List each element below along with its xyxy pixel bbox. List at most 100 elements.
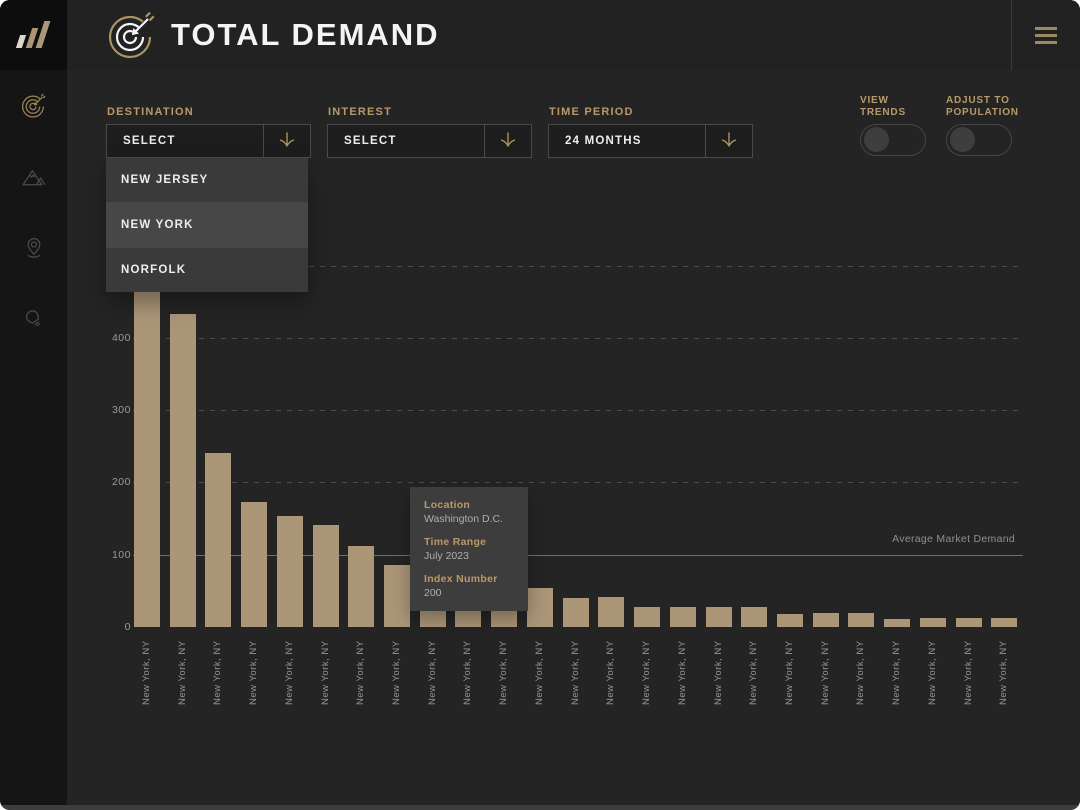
destination-select-value: SELECT (123, 135, 176, 147)
x-axis-label: New York, NY (498, 640, 510, 705)
tooltip-index-value: 200 (424, 587, 442, 599)
bar[interactable] (205, 452, 232, 627)
adjust-population-toggle[interactable] (946, 124, 1012, 156)
y-axis-tick-400: 400 (111, 331, 131, 344)
bar-chart-logo-icon (15, 20, 52, 50)
x-axis-label: New York, NY (998, 640, 1010, 705)
gridline-500 (133, 265, 1023, 267)
time-period-select-value: 24 MONTHS (565, 135, 642, 147)
sidebar-item-total-demand[interactable] (0, 70, 67, 141)
y-axis-tick-300: 300 (111, 404, 131, 417)
bar[interactable] (241, 501, 268, 627)
sidebar-item-insights[interactable] (0, 283, 67, 354)
x-axis-label: New York, NY (283, 640, 295, 705)
destination-label: DESTINATION (107, 106, 194, 118)
x-axis-label: New York, NY (355, 640, 367, 705)
average-line-label: Average Market Demand (892, 532, 1015, 545)
x-axis-label: New York, NY (783, 640, 795, 705)
x-axis-label: New York, NY (319, 640, 331, 705)
gridline-200 (133, 482, 1023, 484)
x-axis-label: New York, NY (641, 640, 653, 705)
view-trends-label: VIEW TRENDS (860, 95, 906, 118)
bar[interactable] (669, 607, 696, 627)
menu-item-new-jersey[interactable]: NEW JERSEY (106, 158, 308, 203)
x-axis-label: New York, NY (391, 640, 403, 705)
menu-item-new-york[interactable]: NEW YORK (106, 203, 308, 248)
menu-button[interactable] (1011, 0, 1080, 70)
x-axis-label: New York, NY (212, 640, 224, 705)
menu-item-norfolk[interactable]: NORFOLK (121, 264, 187, 276)
x-axis-label: New York, NY (855, 640, 867, 705)
location-pin-icon (20, 234, 48, 262)
view-trends-toggle[interactable] (860, 124, 926, 156)
target-logo-icon (105, 9, 157, 61)
toggle-knob (950, 127, 975, 152)
tooltip-time-range-value: July 2023 (424, 550, 469, 562)
chevron-down-icon (484, 125, 531, 157)
gridline-300 (133, 410, 1023, 412)
header: TOTAL DEMAND (67, 0, 1080, 71)
x-axis-label: New York, NY (676, 640, 688, 705)
interest-select[interactable]: SELECT (327, 124, 532, 158)
x-axis-label: New York, NY (819, 640, 831, 705)
y-axis-tick-200: 200 (111, 476, 131, 489)
window-edge-strip (0, 805, 1080, 810)
bar[interactable] (384, 564, 411, 627)
x-axis-label: New York, NY (891, 640, 903, 705)
gridline-400 (133, 337, 1023, 339)
y-axis-tick-0: 0 (124, 621, 131, 633)
chevron-down-icon (705, 125, 752, 157)
x-axis-label: New York, NY (926, 640, 938, 705)
interest-label: INTEREST (328, 106, 392, 118)
mountain-icon (20, 163, 48, 191)
bar[interactable] (526, 587, 553, 627)
chevron-down-icon (263, 125, 310, 157)
bar[interactable] (312, 525, 339, 627)
x-axis-label: New York, NY (962, 640, 974, 705)
brand: TOTAL DEMAND (105, 0, 440, 70)
tooltip-time-range-label: Time Range (424, 536, 487, 548)
bar[interactable] (919, 618, 946, 627)
x-axis-label: New York, NY (533, 640, 545, 705)
lightbulb-icon (20, 305, 48, 333)
bar[interactable] (848, 613, 875, 627)
time-period-select[interactable]: 24 MONTHS (548, 124, 753, 158)
sidebar-item-location[interactable] (0, 212, 67, 283)
tooltip-index-label: Index Number (424, 573, 498, 585)
y-axis-tick-100: 100 (111, 548, 131, 561)
x-axis-label: New York, NY (712, 640, 724, 705)
x-axis-label: New York, NY (248, 640, 260, 705)
app-logo[interactable] (0, 0, 67, 70)
bar[interactable] (598, 597, 625, 627)
bar[interactable] (955, 617, 982, 627)
bar[interactable] (634, 606, 661, 627)
bar[interactable] (776, 613, 803, 627)
page-title: TOTAL DEMAND (171, 17, 440, 52)
bar-chart: 0 100 200 300 400 Average Market Demand New Yo… (67, 70, 1080, 810)
bar[interactable] (991, 618, 1018, 627)
sidebar-item-mountain[interactable] (0, 141, 67, 212)
tooltip-location-label: Location (424, 499, 471, 511)
bar[interactable] (134, 279, 160, 627)
sidebar (0, 0, 67, 810)
time-period-label: TIME PERIOD (549, 106, 634, 118)
sidebar-nav (0, 70, 67, 354)
adjust-population-toggle-group: ADJUST TO POPULATION (946, 95, 1026, 156)
bar[interactable] (169, 313, 196, 627)
chart-tooltip: Location Washington D.C. Time Range July… (410, 487, 528, 611)
bar[interactable] (705, 606, 732, 627)
bar[interactable] (276, 515, 303, 627)
average-line (133, 554, 1023, 556)
x-axis-label: New York, NY (748, 640, 760, 705)
destination-dropdown-menu: NEW JERSEY NEW YORK NORFOLK (106, 158, 308, 292)
adjust-population-label: ADJUST TO POPULATION (946, 95, 1019, 118)
bar[interactable] (884, 619, 911, 627)
bar[interactable] (348, 546, 375, 627)
destination-select[interactable]: SELECT (106, 124, 311, 158)
x-axis-label: New York, NY (141, 640, 152, 705)
bar[interactable] (741, 607, 768, 627)
bar[interactable] (812, 613, 839, 627)
bar[interactable] (562, 598, 589, 627)
target-icon (20, 92, 47, 119)
